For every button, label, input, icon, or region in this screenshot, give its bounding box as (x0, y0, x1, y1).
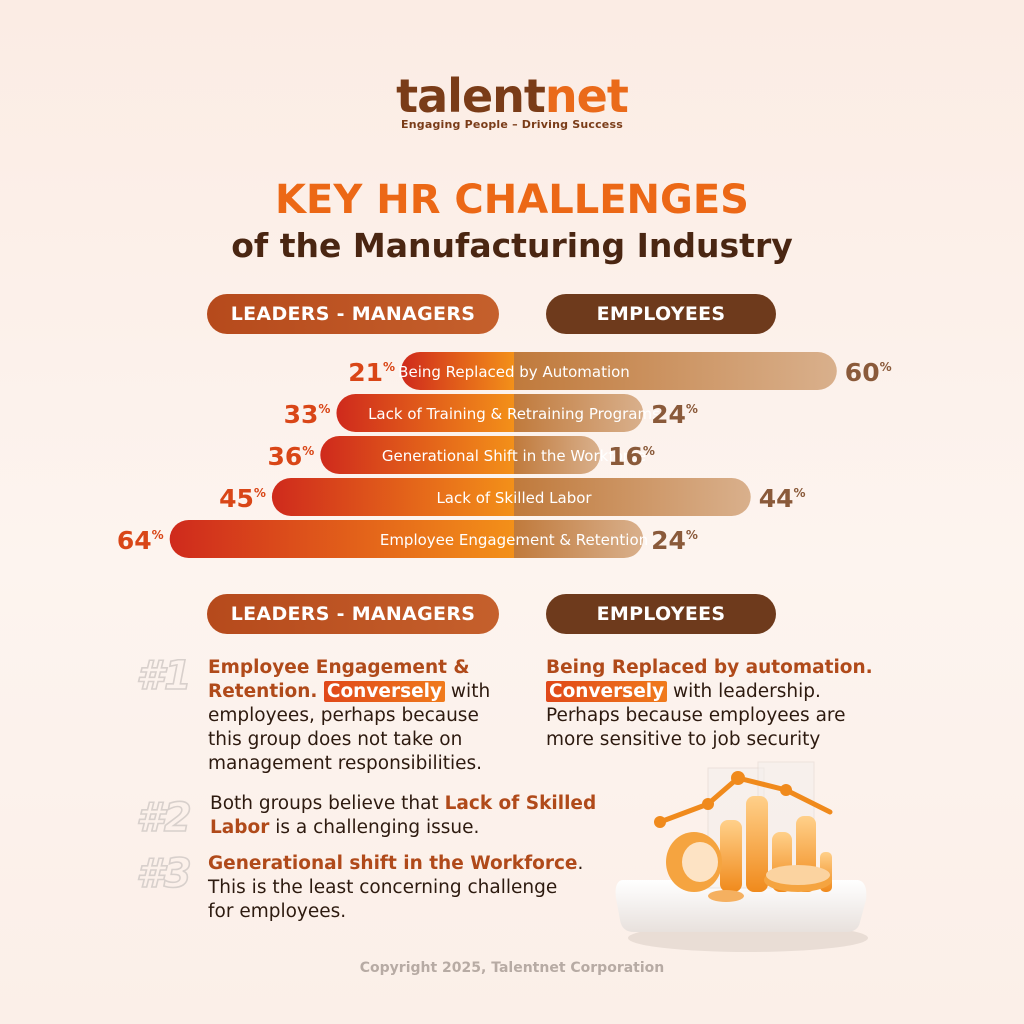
bar-leaders (169, 520, 514, 558)
bar-employees (514, 352, 837, 390)
value-label-leaders: 45% (219, 484, 266, 513)
bar-employees (514, 478, 751, 516)
bar-leaders (401, 352, 514, 390)
rank-2-label: #2 (135, 795, 192, 841)
rank-1-label: #1 (135, 653, 192, 699)
value-label-leaders: 33% (284, 400, 331, 429)
logo-text-net: net (544, 69, 629, 123)
employees-insight-text: Being Replaced by automation. Conversely… (546, 656, 876, 752)
value-label-employees: 24% (651, 526, 698, 555)
body-text: with leadership. Perhaps because employe… (546, 681, 846, 750)
highlight-text: Generational shift in the Workforce (208, 853, 578, 874)
brand-logo: talentnet Engaging People – Driving Succ… (0, 68, 1024, 131)
rank-2-text: Both groups believe that Lack of Skilled… (210, 792, 610, 840)
employees-header-bottom: EMPLOYEES (546, 594, 776, 634)
leaders-header-bottom: LEADERS - MANAGERS (207, 594, 499, 634)
bar-employees (514, 394, 644, 432)
bar-leaders (271, 478, 514, 516)
bar-employees (514, 520, 644, 558)
highlight-text: Being Replaced by automation. (546, 657, 873, 678)
logo-wordmark: talentnet (0, 68, 1024, 124)
value-label-leaders: 36% (267, 442, 314, 471)
rank-3-text: Generational shift in the Workforce. Thi… (208, 852, 588, 924)
bar-leaders (320, 436, 514, 474)
leaders-insight-text: Employee Engagement & Retention. Convers… (208, 656, 508, 776)
body-text: is a challenging issue. (269, 817, 480, 838)
value-label-employees: 60% (845, 358, 892, 387)
value-label-employees: 16% (608, 442, 655, 471)
body-text: Both groups believe that (210, 793, 445, 814)
bar-leaders (336, 394, 514, 432)
bar-employees (514, 436, 601, 474)
body-text: . This is the least concerning challenge… (208, 853, 584, 922)
highlight-badge: Conversely (323, 681, 446, 702)
body-text: with employees, perhaps because this gro… (208, 681, 491, 774)
chart-illustration (615, 761, 868, 952)
page-subtitle: of the Manufacturing Industry (231, 226, 793, 265)
employees-header-top: EMPLOYEES (546, 294, 776, 334)
category-label: Employee Engagement & Retention (380, 531, 648, 549)
category-label: Generational Shift in the Workforce (382, 447, 646, 465)
leaders-header-top: LEADERS - MANAGERS (207, 294, 499, 334)
logo-text-talent: talent (396, 69, 546, 123)
rank-3-label: #3 (135, 851, 192, 897)
logo-tagline: Engaging People – Driving Success (401, 118, 623, 131)
page-title: KEY HR CHALLENGES (275, 177, 749, 223)
value-label-employees: 44% (759, 484, 806, 513)
value-label-leaders: 21% (348, 358, 395, 387)
highlight-badge: Conversely (546, 681, 668, 702)
copyright: Copyright 2025, Talentnet Corporation (359, 960, 665, 976)
value-label-leaders: 64% (117, 526, 164, 555)
category-label: Lack of Training & Retraining Programs (368, 405, 660, 423)
category-label: Being Replaced by Automation (398, 363, 630, 381)
category-label: Lack of Skilled Labor (436, 489, 592, 507)
highlight-text: Employee Engagement & Retention. (208, 657, 470, 702)
value-label-employees: 24% (651, 400, 698, 429)
highlight-text: Lack of Skilled Labor (210, 793, 597, 838)
